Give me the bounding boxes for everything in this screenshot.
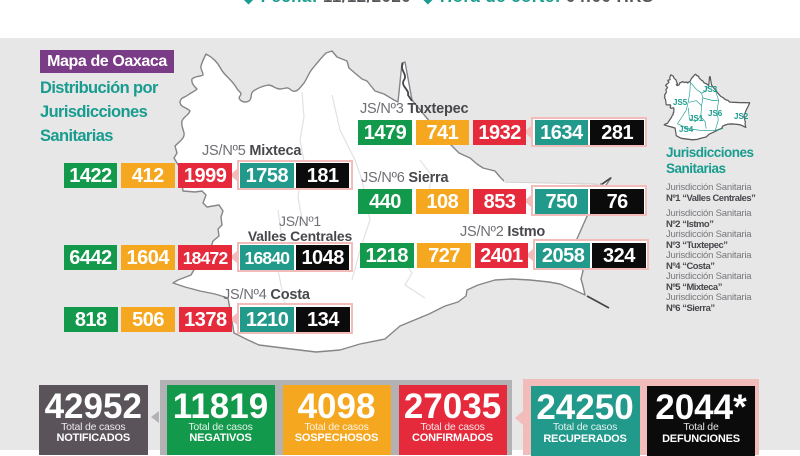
svg-text:JS1: JS1 <box>689 114 704 123</box>
svg-text:JS4: JS4 <box>679 125 694 134</box>
svg-text:JS2: JS2 <box>734 112 749 121</box>
svg-text:JS5: JS5 <box>673 98 688 107</box>
svg-text:JS3: JS3 <box>703 85 718 94</box>
svg-text:JS6: JS6 <box>708 109 723 118</box>
